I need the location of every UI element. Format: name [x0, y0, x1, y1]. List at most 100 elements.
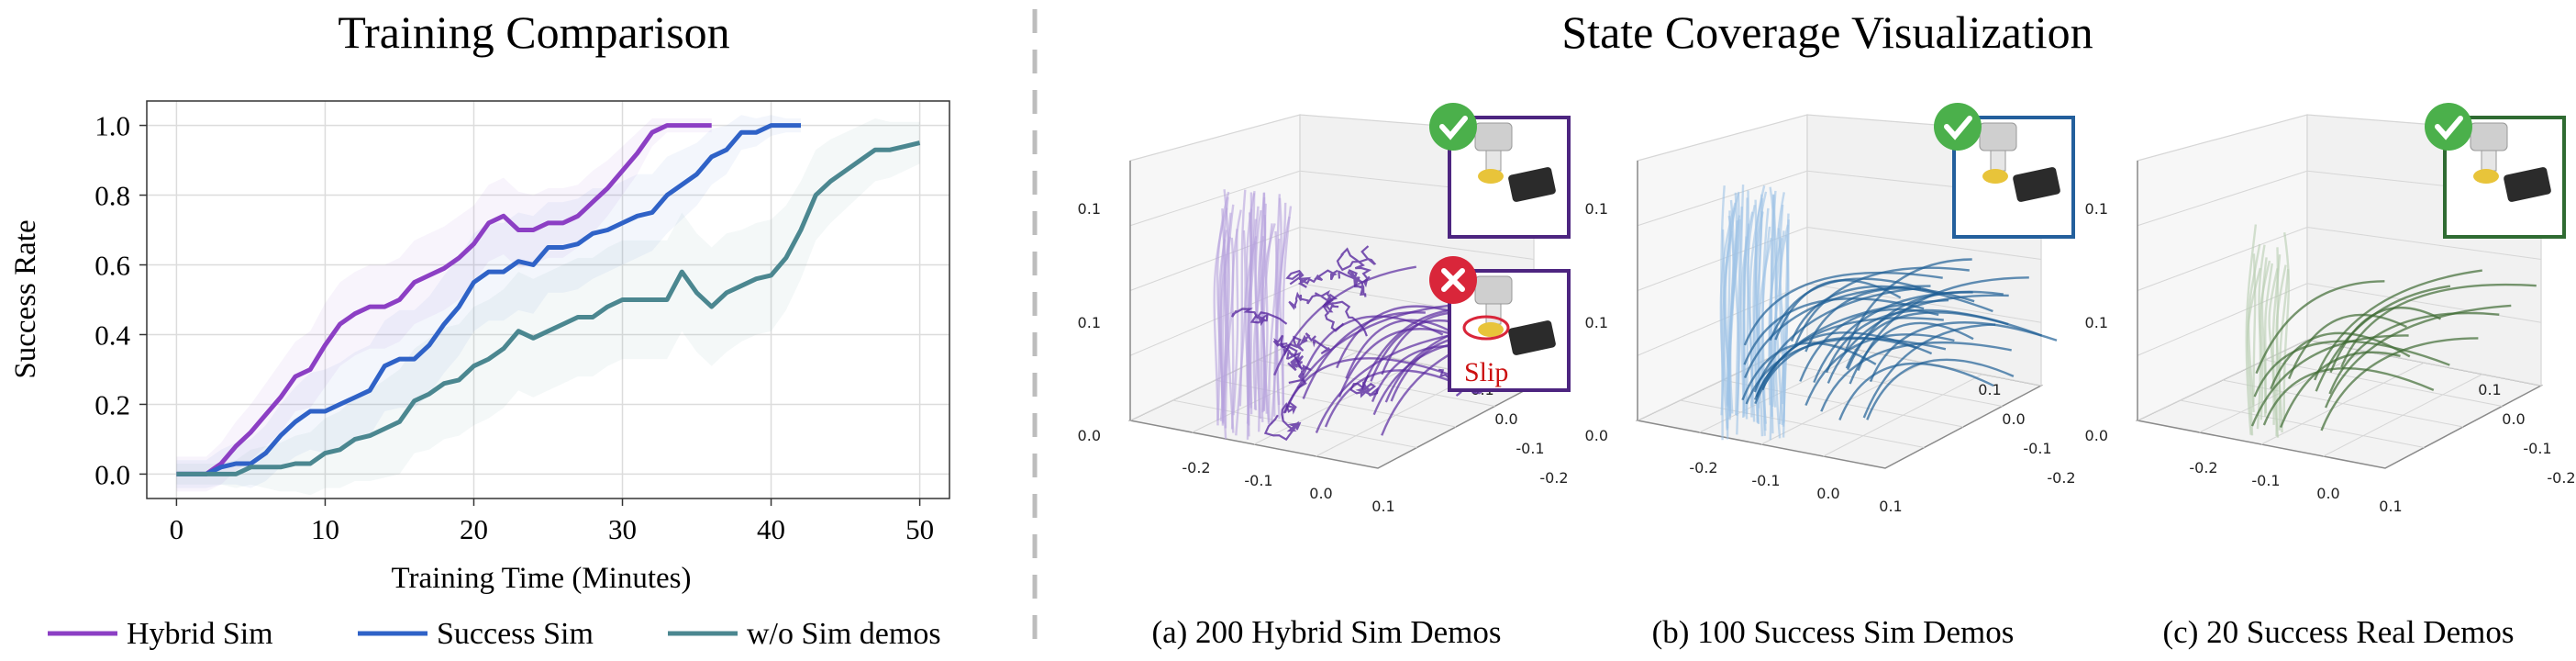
trajectory-strand: [2262, 367, 2435, 426]
wall-gridline: [2137, 227, 2308, 291]
left-title: Training Comparison: [338, 6, 729, 58]
y-tick-label: -0.1: [1516, 440, 1544, 457]
trajectory-strand: [1774, 204, 1784, 439]
x-tick-label: 10: [311, 513, 339, 545]
banana-object: [1478, 322, 1504, 337]
y-tick-label: 1.0: [94, 110, 130, 142]
y-tick-label: 0.0: [2502, 410, 2525, 428]
trajectory-strand: [2245, 224, 2258, 435]
y-tick-label: 0.0: [1494, 410, 1517, 428]
checkmark-icon-glyph: [2435, 116, 2463, 140]
training-comparison-chart: 0 10 20 30 40 50 0.0 0.2 0.4 0.6 0.8 1.0 Training T…: [9, 100, 950, 595]
robot-gripper: [1990, 150, 2006, 172]
trajectory-strand: [1825, 308, 2009, 374]
trajectory-strand: [1224, 237, 1235, 429]
y-tick-label: 0.8: [94, 180, 130, 212]
trajectory-strand: [1869, 321, 2058, 383]
wall-gridline: [1637, 170, 1808, 227]
y-tick-label: 0.4: [94, 319, 130, 351]
trajectory-strand: [1338, 269, 1367, 297]
trajectory-strand: [2287, 313, 2407, 380]
checkmark-icon: [1934, 103, 1982, 151]
y-tick-label: 0.1: [1978, 381, 2001, 398]
z-tick-label: 0.1: [1078, 314, 1101, 331]
trajectory-strand: [1743, 297, 1925, 365]
trajectory-strand: [1726, 215, 1736, 440]
banana-object: [1478, 169, 1504, 184]
trajectory-strand: [1743, 271, 1943, 346]
y-tick-label: 0.0: [2002, 410, 2025, 428]
caption-a: (a) 200 Hybrid Sim Demos: [1151, 614, 1501, 650]
trajectory-strand: [1277, 332, 1331, 355]
x-tick-label: -0.1: [1244, 472, 1272, 489]
y-tick-label: -0.1: [2523, 440, 2551, 457]
trajectory-strand: [1349, 375, 1379, 398]
robot-gripper: [1485, 150, 1502, 172]
y-tick-label: 0.0: [94, 458, 130, 490]
trajectory-strand: [1862, 323, 1996, 419]
series-line: [176, 140, 921, 476]
robot-gripper: [2470, 122, 2508, 151]
z-tick-label: 0.1: [1078, 200, 1101, 218]
dark-pad-object: [2504, 167, 2551, 202]
panel-success-real: 0.10.10.0-0.2-0.10.00.1-0.2-0.10.00.1: [2085, 103, 2576, 515]
floor-gridline: [1764, 359, 2003, 407]
chart-ticks: 0 10 20 30 40 50 0.0 0.2 0.4 0.6 0.8 1.0: [94, 110, 934, 545]
x-tick-label: 0: [170, 513, 184, 545]
robot-gripper: [2481, 150, 2497, 172]
trajectory-strand: [1746, 190, 1750, 415]
trajectory-strand: [1827, 294, 2009, 384]
floor-gridline: [1257, 359, 1495, 407]
trajectory-strand: [1754, 336, 1917, 405]
chart-variance-bands: [176, 115, 920, 496]
y-tick-label: 0.2: [94, 388, 130, 420]
trajectory-strand: [1820, 341, 2012, 412]
z-tick-label: 0.1: [2085, 314, 2108, 331]
checkmark-icon-glyph: [1439, 116, 1468, 140]
trajectory-strand: [2250, 334, 2409, 427]
trajectory-strand: [1813, 291, 1973, 384]
x-tick-label: -0.1: [2251, 472, 2280, 489]
trajectory-strand: [1323, 300, 1368, 337]
trajectory-strand: [2270, 331, 2411, 390]
banana-object: [2473, 169, 2499, 184]
slip-highlight: [1462, 315, 1510, 341]
robot-gripper: [1979, 122, 2017, 151]
robot-gripper: [1485, 303, 1502, 325]
z-tick-label: 0.1: [1585, 314, 1608, 331]
trajectory-strand: [1260, 197, 1266, 412]
z-tick-label: 0.0: [1585, 427, 1608, 444]
x-tick-label: 20: [460, 513, 488, 545]
trajectory-strand: [1857, 276, 2029, 372]
floor-gridline: [1823, 374, 1983, 457]
wall-gridline: [1299, 227, 1535, 260]
wall-gridline: [2306, 283, 2542, 323]
series-band: [176, 118, 920, 496]
trajectory-strand: [2282, 232, 2291, 420]
banana-object: [1982, 169, 2008, 184]
trajectory-strand: [2328, 311, 2500, 395]
trajectory-strand: [1246, 192, 1253, 440]
legend-label-hybrid: Hybrid Sim: [127, 617, 273, 651]
z-tick-label: 0.1: [1585, 200, 1608, 218]
trajectory-strand: [1743, 285, 1931, 379]
trajectory-strand: [2259, 260, 2271, 420]
y-tick-label: 0.1: [2478, 381, 2501, 398]
series-line: [176, 123, 801, 476]
checkmark-icon: [2425, 103, 2472, 151]
series-band: [176, 118, 712, 492]
trajectory-strand: [1263, 401, 1302, 442]
trajectory-strand: [1288, 289, 1338, 310]
y-tick-label: -0.2: [1539, 469, 1568, 487]
trajectory-strand: [1282, 345, 1312, 389]
trajectory-strand: [2320, 337, 2479, 431]
trajectory-strand: [1345, 319, 1465, 379]
trajectory-strand: [1338, 328, 1461, 398]
trajectory-strand: [1302, 311, 1426, 399]
cross-icon-glyph: [1441, 268, 1465, 292]
robot-gripper: [1474, 275, 1513, 305]
trajectory-strand: [1336, 245, 1377, 288]
trajectory-strand: [1753, 298, 1949, 400]
trajectory-strand: [1279, 216, 1291, 406]
trajectory-strand: [2247, 243, 2261, 412]
